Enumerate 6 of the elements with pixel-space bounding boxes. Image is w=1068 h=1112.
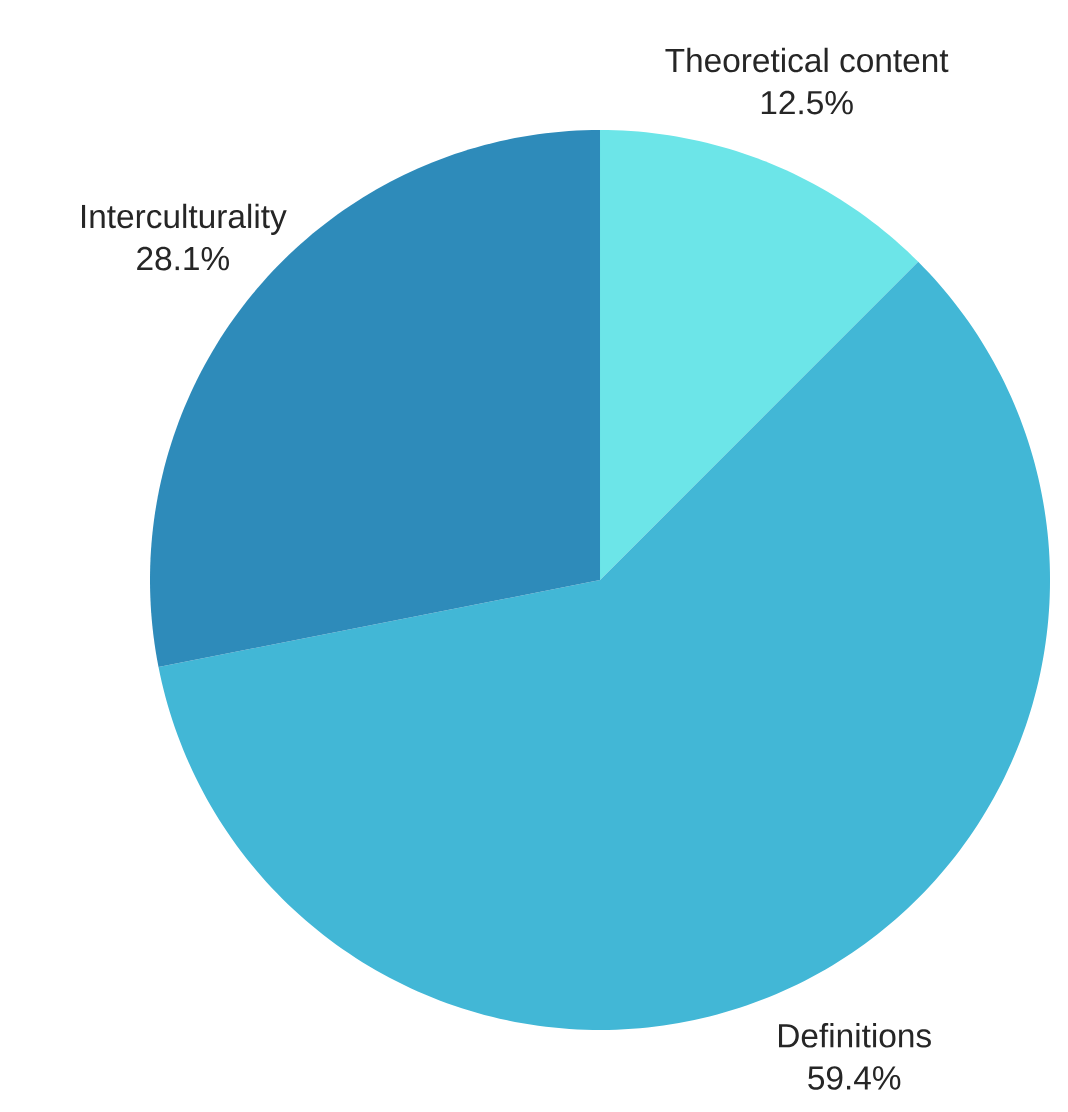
data-label: 59.4% — [808, 1066, 901, 1090]
data-label: 12.5% — [761, 90, 853, 115]
data-label: 28.1% — [137, 246, 229, 271]
slice-label: Interculturality — [82, 203, 287, 235]
slice-label: Theoretical content — [665, 47, 949, 73]
slice-label: Definitions — [779, 1023, 931, 1048]
